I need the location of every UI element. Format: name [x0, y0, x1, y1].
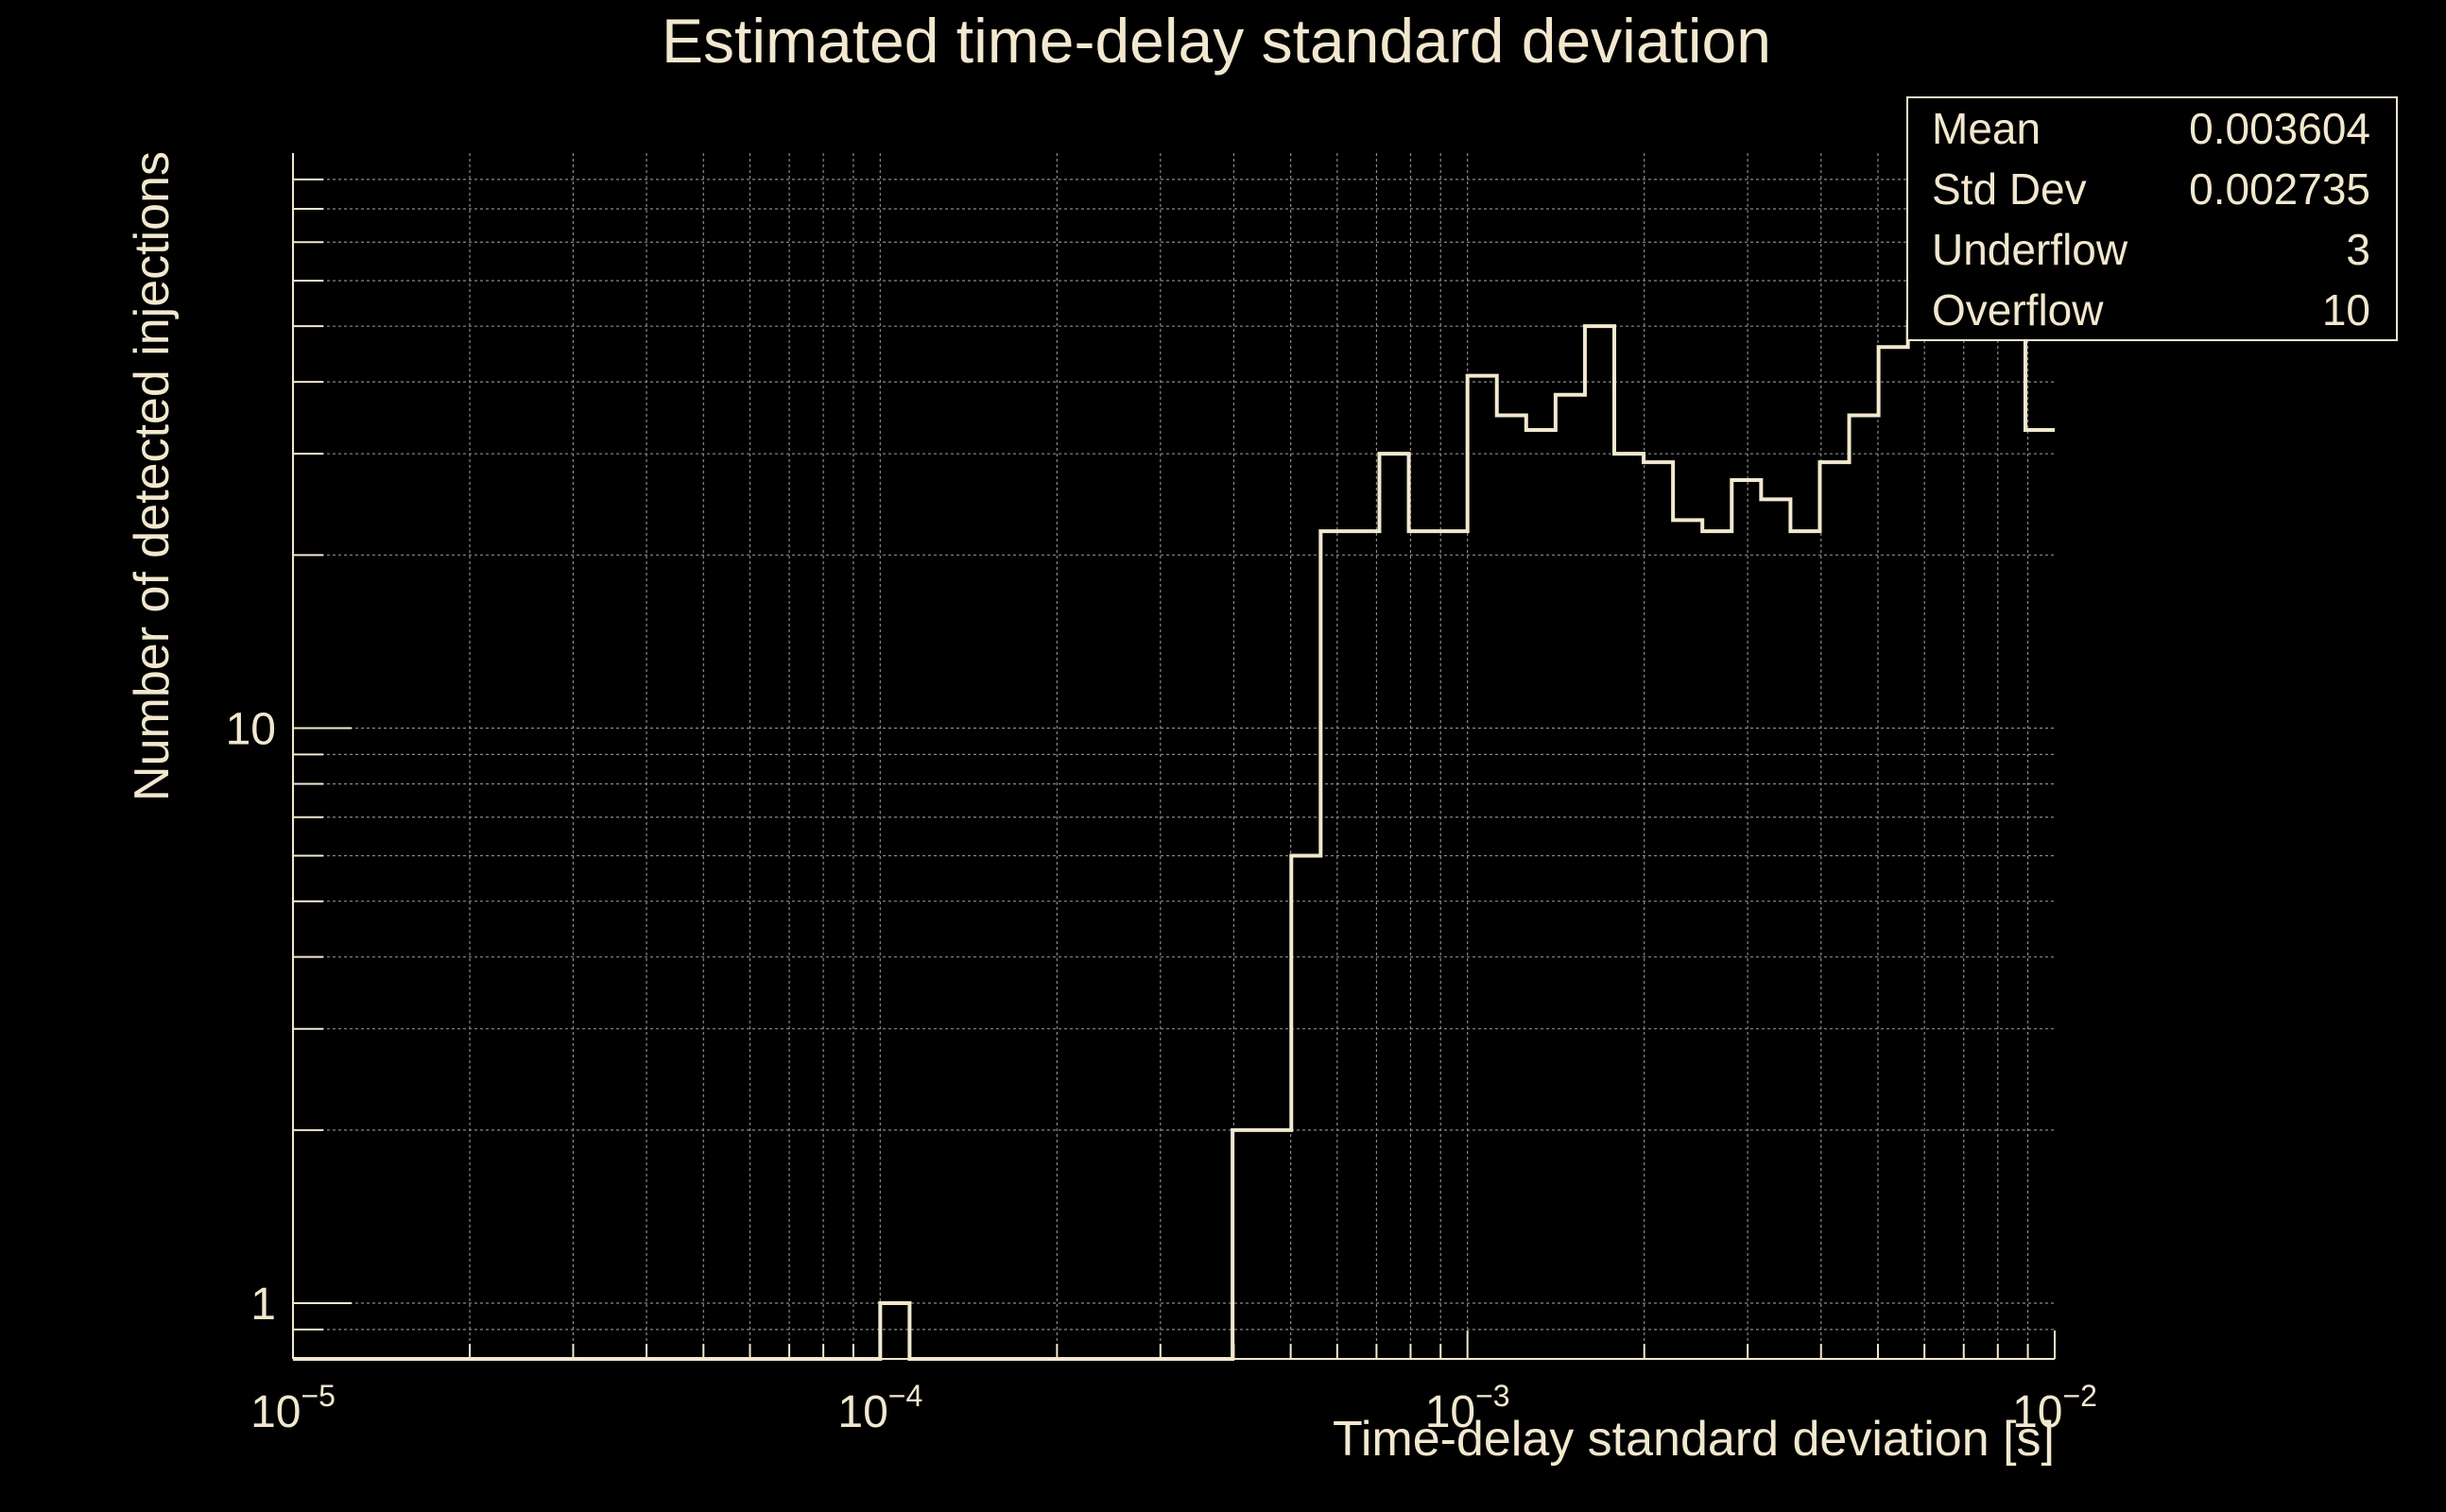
chart-title: Estimated time-delay standard deviation	[662, 6, 1771, 76]
stats-value: 0.002735	[2189, 164, 2370, 214]
y-axis-label: Number of detected injections	[125, 151, 180, 801]
stats-value: 0.003604	[2189, 104, 2370, 153]
histogram-line	[293, 185, 2055, 1361]
stats-value: 3	[2346, 225, 2370, 274]
x-tick-label: 10−4	[837, 1379, 922, 1437]
stats-box-frame	[1906, 96, 2398, 341]
stats-box: Mean 0.003604 Std Dev 0.002735 Underflow 3 Ove…	[1906, 96, 2398, 341]
stats-value: 10	[2322, 285, 2370, 335]
stats-label: Underflow	[1932, 225, 2128, 274]
x-axis-label: Time-delay standard deviation [s]	[1333, 1412, 2055, 1467]
stats-label: Mean	[1932, 104, 2041, 153]
grid	[293, 153, 2055, 1359]
stats-label: Overflow	[1932, 285, 2104, 335]
stats-label: Std Dev	[1932, 164, 2087, 214]
y-tick-label: 1	[250, 1280, 276, 1330]
x-tick-label: 10−3	[1425, 1379, 1510, 1437]
tick-labels: 10−5 10−4 10−3 10−2 1 10	[226, 705, 2097, 1437]
x-tick-label: 10−5	[250, 1379, 336, 1437]
x-tick-label: 10−2	[2012, 1379, 2097, 1437]
axes	[292, 153, 2056, 1360]
y-tick-label: 10	[226, 705, 276, 755]
